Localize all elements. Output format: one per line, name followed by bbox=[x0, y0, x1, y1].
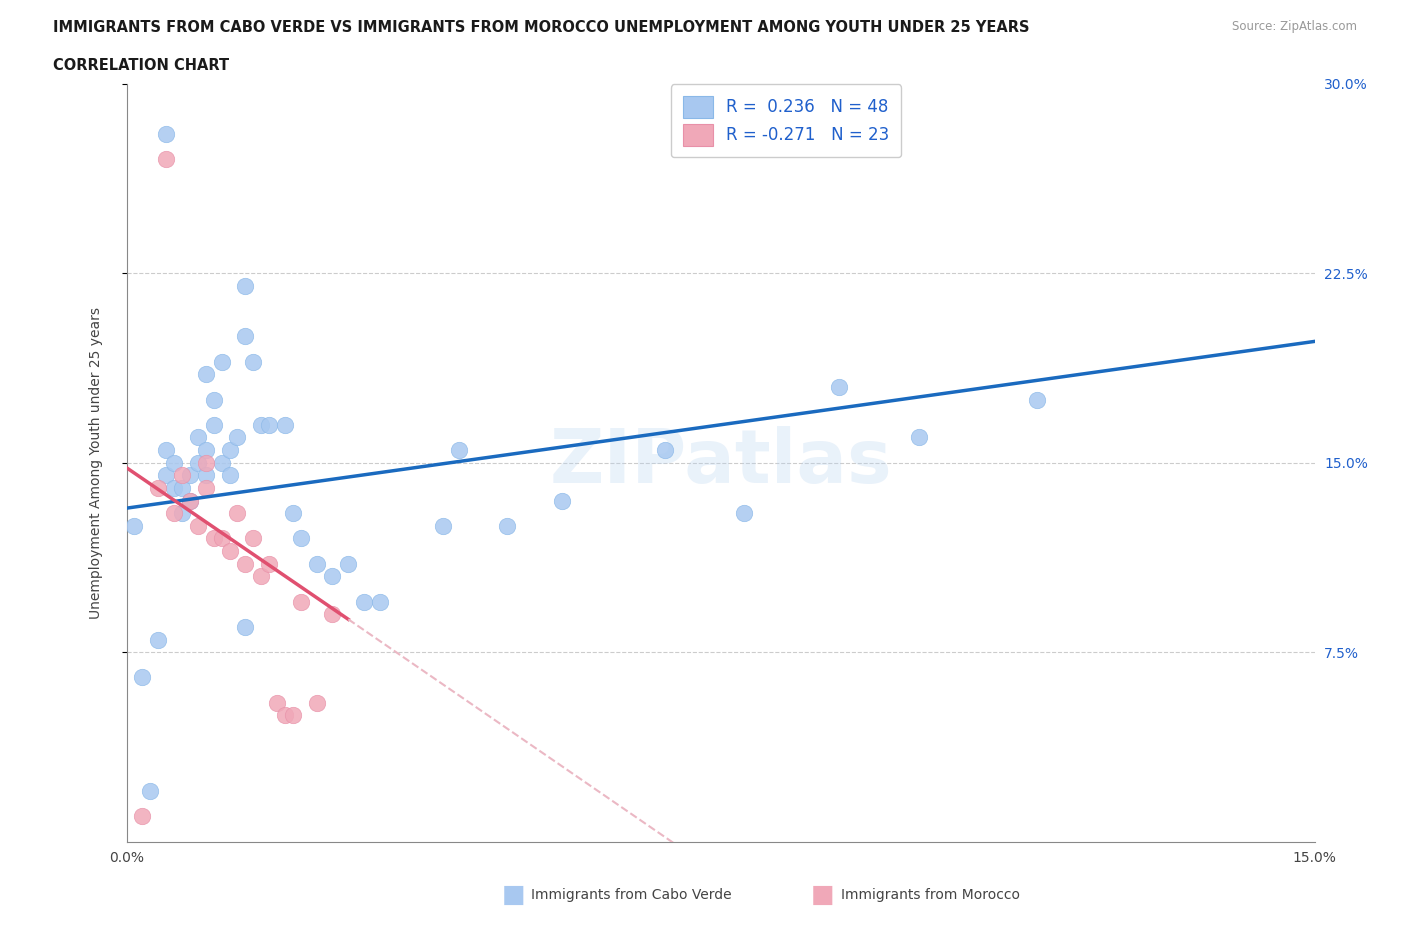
Point bbox=[233, 619, 256, 634]
Point bbox=[124, 518, 146, 533]
Point bbox=[139, 784, 162, 799]
Point bbox=[218, 443, 240, 458]
Point bbox=[733, 506, 755, 521]
Point bbox=[353, 594, 375, 609]
Y-axis label: Unemployment Among Youth under 25 years: Unemployment Among Youth under 25 years bbox=[89, 307, 103, 618]
Text: ■: ■ bbox=[502, 883, 524, 907]
Point bbox=[551, 493, 574, 508]
Point bbox=[432, 518, 454, 533]
Point bbox=[170, 468, 193, 483]
Point bbox=[242, 354, 264, 369]
Point bbox=[250, 418, 273, 432]
Point bbox=[257, 418, 280, 432]
Point bbox=[290, 594, 312, 609]
Point bbox=[194, 456, 217, 471]
Point bbox=[233, 329, 256, 344]
Point bbox=[202, 392, 225, 407]
Point bbox=[305, 556, 328, 571]
Point bbox=[226, 506, 249, 521]
Point bbox=[828, 379, 851, 394]
Point bbox=[148, 632, 170, 647]
Point bbox=[257, 556, 280, 571]
Point bbox=[163, 481, 186, 496]
Point bbox=[194, 443, 217, 458]
Point bbox=[233, 278, 256, 293]
Text: Source: ZipAtlas.com: Source: ZipAtlas.com bbox=[1232, 20, 1357, 33]
Point bbox=[170, 506, 193, 521]
Point bbox=[187, 430, 209, 445]
Point bbox=[495, 518, 517, 533]
Text: ■: ■ bbox=[811, 883, 834, 907]
Text: IMMIGRANTS FROM CABO VERDE VS IMMIGRANTS FROM MOROCCO UNEMPLOYMENT AMONG YOUTH U: IMMIGRANTS FROM CABO VERDE VS IMMIGRANTS… bbox=[53, 20, 1031, 35]
Point bbox=[163, 456, 186, 471]
Point bbox=[449, 443, 471, 458]
Point bbox=[155, 468, 177, 483]
Legend: R =  0.236   N = 48, R = -0.271   N = 23: R = 0.236 N = 48, R = -0.271 N = 23 bbox=[671, 85, 901, 157]
Point bbox=[211, 456, 233, 471]
Point bbox=[155, 153, 177, 167]
Point bbox=[266, 696, 288, 711]
Point bbox=[337, 556, 360, 571]
Text: Immigrants from Cabo Verde: Immigrants from Cabo Verde bbox=[531, 887, 733, 902]
Point bbox=[155, 443, 177, 458]
Text: Immigrants from Morocco: Immigrants from Morocco bbox=[841, 887, 1019, 902]
Point bbox=[290, 531, 312, 546]
Point bbox=[194, 366, 217, 381]
Point bbox=[131, 809, 153, 824]
Point bbox=[242, 531, 264, 546]
Point bbox=[187, 456, 209, 471]
Point bbox=[274, 418, 297, 432]
Point bbox=[131, 670, 153, 684]
Point bbox=[202, 418, 225, 432]
Point bbox=[654, 443, 676, 458]
Point bbox=[211, 354, 233, 369]
Point bbox=[1026, 392, 1049, 407]
Point bbox=[368, 594, 391, 609]
Point bbox=[274, 708, 297, 723]
Point bbox=[179, 468, 201, 483]
Point bbox=[148, 481, 170, 496]
Point bbox=[218, 468, 240, 483]
Text: ZIPatlas: ZIPatlas bbox=[550, 426, 891, 499]
Point bbox=[218, 544, 240, 559]
Point bbox=[163, 506, 186, 521]
Point bbox=[194, 468, 217, 483]
Point bbox=[281, 506, 304, 521]
Point bbox=[202, 531, 225, 546]
Point bbox=[226, 430, 249, 445]
Point bbox=[155, 126, 177, 141]
Point bbox=[211, 531, 233, 546]
Point bbox=[187, 518, 209, 533]
Point bbox=[250, 569, 273, 584]
Point bbox=[305, 696, 328, 711]
Point bbox=[281, 708, 304, 723]
Point bbox=[321, 569, 343, 584]
Point bbox=[907, 430, 929, 445]
Text: CORRELATION CHART: CORRELATION CHART bbox=[53, 58, 229, 73]
Point bbox=[170, 481, 193, 496]
Point bbox=[179, 493, 201, 508]
Point bbox=[194, 481, 217, 496]
Point bbox=[233, 556, 256, 571]
Point bbox=[179, 493, 201, 508]
Point bbox=[321, 607, 343, 622]
